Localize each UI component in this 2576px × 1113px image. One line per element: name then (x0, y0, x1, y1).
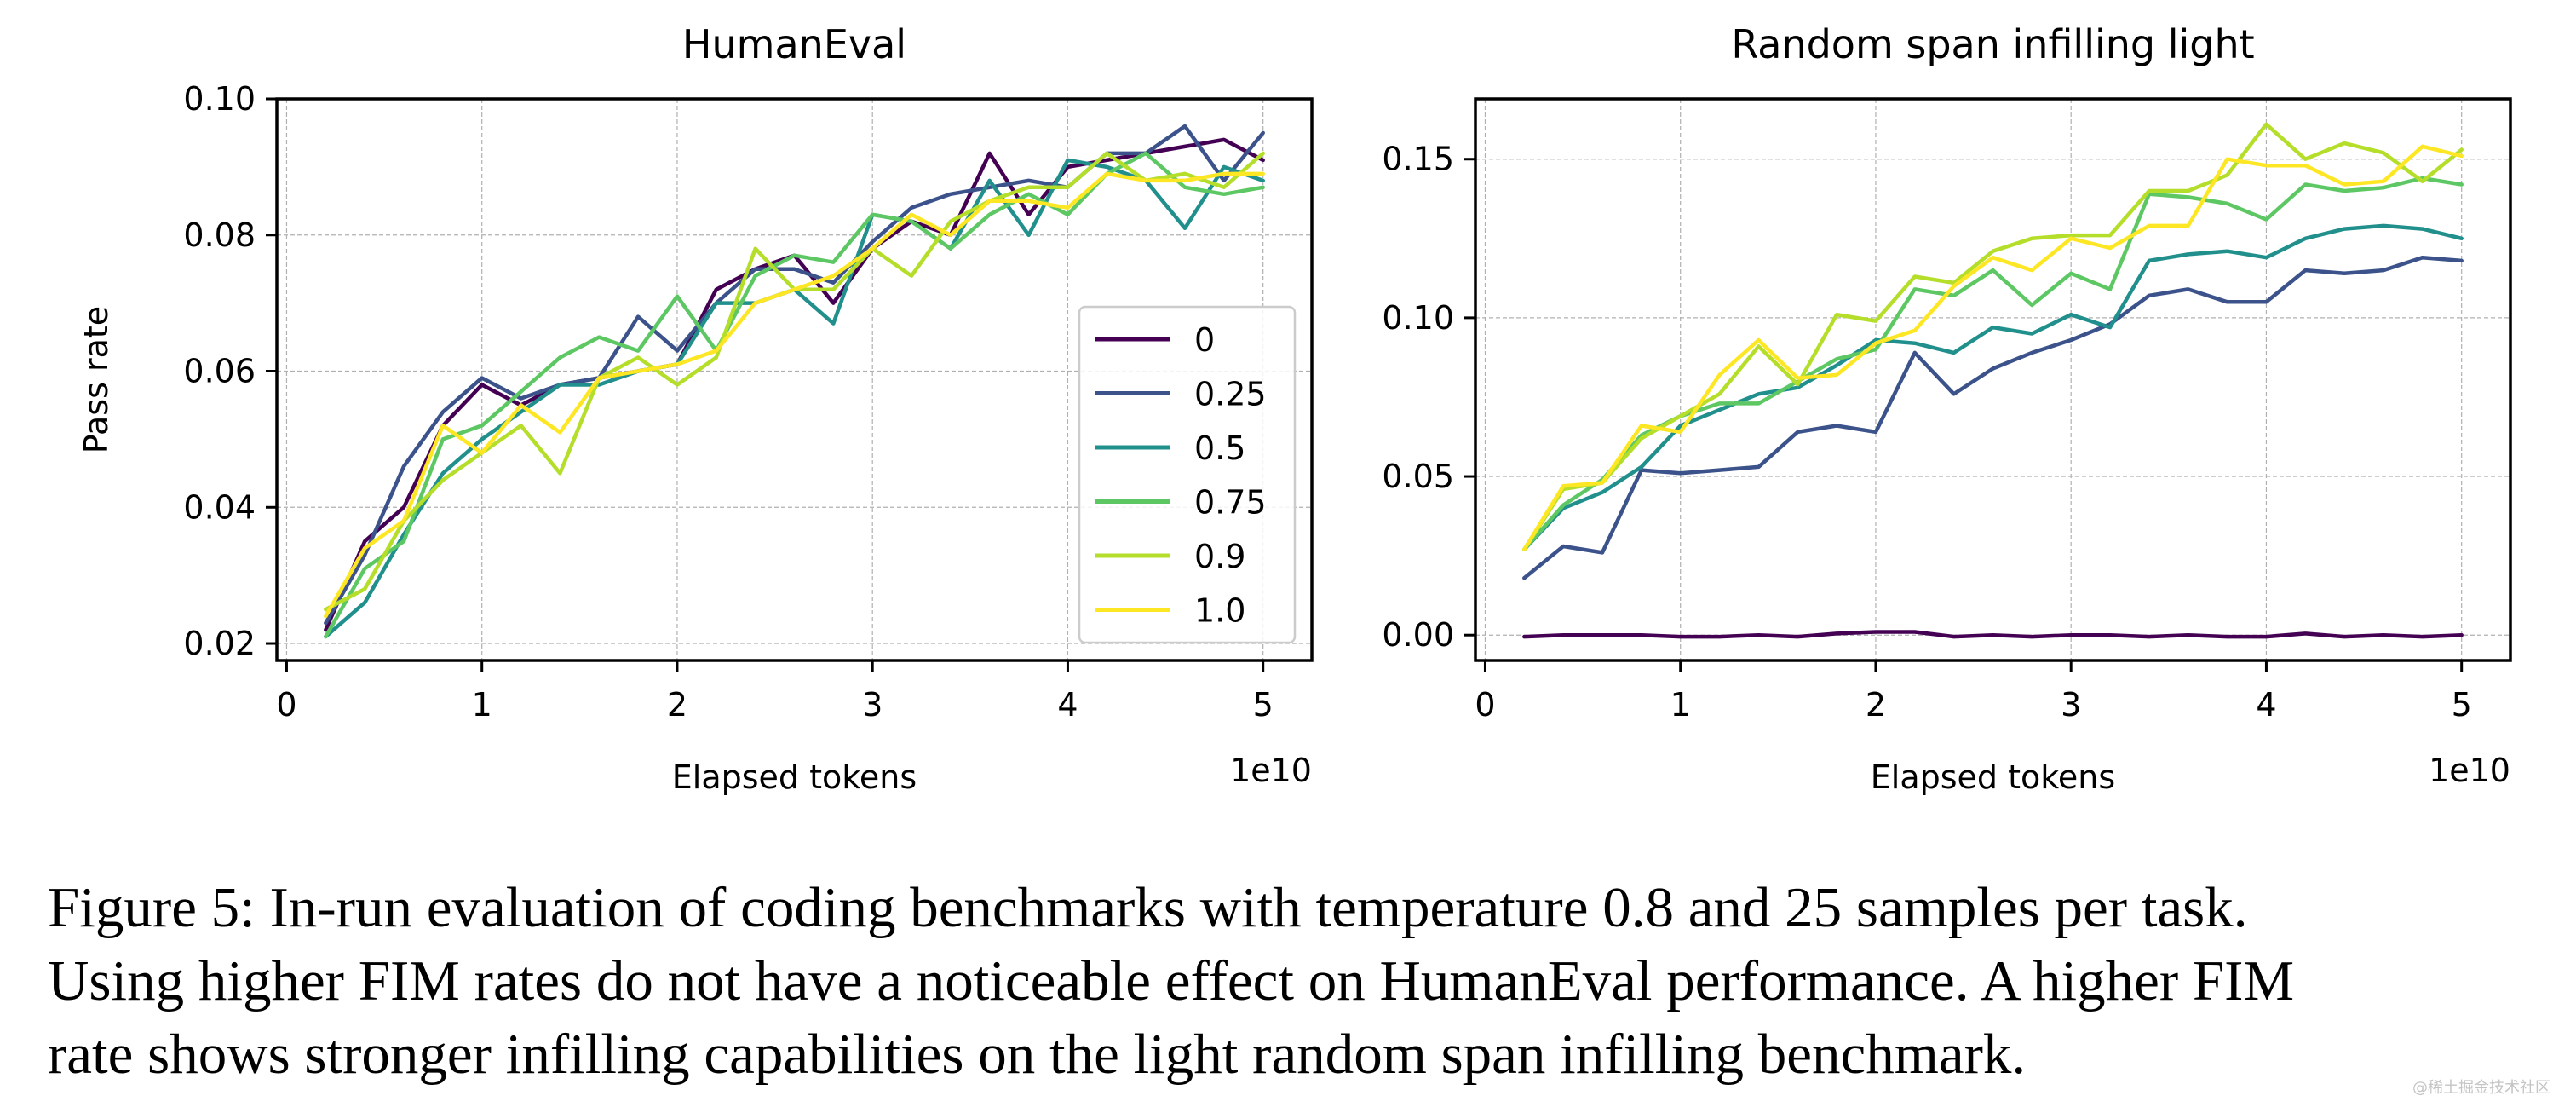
panel1-ytick-label-0: 0.02 (183, 625, 256, 662)
panel1-legend-box (1078, 305, 1297, 644)
panel2-xtick-label-3: 3 (2061, 686, 2081, 724)
panel2-xlabel: Elapsed tokens (1871, 758, 2115, 796)
caption-line-3: rate shows stronger infilling capabiliti… (48, 1023, 2027, 1086)
panel2-frame (1474, 97, 2512, 662)
watermark: @稀土掘金技术社区 (2412, 1079, 2550, 1097)
panel1-legend: 0 0.25 0.5 0.75 0.9 1.0 (1078, 305, 1297, 644)
panel1-xtick-label-0: 0 (276, 686, 296, 724)
panel1-legend-label-0: 0 (1194, 321, 1215, 359)
panel1-legend-label-0.75: 0.75 (1194, 484, 1267, 522)
panel2-series-0 (1522, 630, 2464, 639)
panel2-series-1.0 (1522, 144, 2464, 551)
panel2-xtick-label-2: 2 (1866, 686, 1886, 724)
panel2-offset-label: 1e10 (2429, 752, 2510, 789)
panel2-ytick-label-1: 0.05 (1382, 458, 1454, 495)
panel2-series-0.5 (1522, 223, 2464, 551)
panel1-ytick-label-4: 0.10 (183, 80, 256, 118)
panel1-ytick-label-2: 0.06 (183, 353, 256, 390)
panel1-xtick-label-1: 1 (472, 686, 492, 724)
panel1-series-1.0 (324, 171, 1265, 619)
panel1-xlabel: Elapsed tokens (672, 758, 917, 796)
panel1-xtick-label-4: 4 (1057, 686, 1078, 724)
panel1-legend-label-0.9: 0.9 (1194, 538, 1245, 575)
caption-line-1: Figure 5: In-run evaluation of coding be… (48, 876, 2248, 939)
panel2-ytick-label-0: 0.00 (1382, 616, 1454, 654)
panel2-xtick-label-0: 0 (1475, 686, 1495, 724)
panel2-xtick-label-1: 1 (1670, 686, 1691, 724)
chart-panel-2: 0 1 2 3 4 5 0.00 0.05 0.10 0.15 Random span infill… (1382, 21, 2512, 796)
panel2-xtick-label-5: 5 (2452, 686, 2472, 724)
figure-panels: 0 1 2 3 4 5 0.02 0.04 0.06 0.08 0.10 HumanEval Elaps… (78, 21, 2512, 796)
panel1-offset-label: 1e10 (1230, 752, 1312, 789)
panel2-series-0.9 (1522, 122, 2464, 551)
caption-line-2: Using higher FIM rates do not have a not… (48, 949, 2295, 1012)
panel2-ytick-label-3: 0.15 (1382, 141, 1454, 178)
panel2-series-0.25 (1522, 255, 2464, 580)
panel2-title: Random span infilling light (1731, 21, 2254, 67)
panel1-xtick-label-3: 3 (862, 686, 883, 724)
figure-caption: Figure 5: In-run evaluation of coding be… (48, 871, 2561, 1091)
panel1-frame (275, 97, 1314, 662)
panel1-xtick-label-5: 5 (1253, 686, 1274, 724)
panel1-title: HumanEval (682, 21, 906, 67)
panel1-xtick-label-2: 2 (667, 686, 687, 724)
panel1-legend-label-0.5: 0.5 (1194, 430, 1245, 467)
panel1-ylabel: Pass rate (78, 306, 115, 453)
panel2-ytick-label-2: 0.10 (1382, 299, 1454, 337)
panel1-legend-label-0.25: 0.25 (1194, 376, 1267, 413)
panel2-xtick-label-4: 4 (2256, 686, 2276, 724)
panel1-ytick-label-1: 0.04 (183, 488, 256, 526)
chart-panel-1: 0 1 2 3 4 5 0.02 0.04 0.06 0.08 0.10 HumanEval Elaps… (78, 21, 1314, 796)
panel1-ytick-label-3: 0.08 (183, 216, 256, 254)
panel1-legend-label-1.0: 1.0 (1194, 592, 1245, 630)
